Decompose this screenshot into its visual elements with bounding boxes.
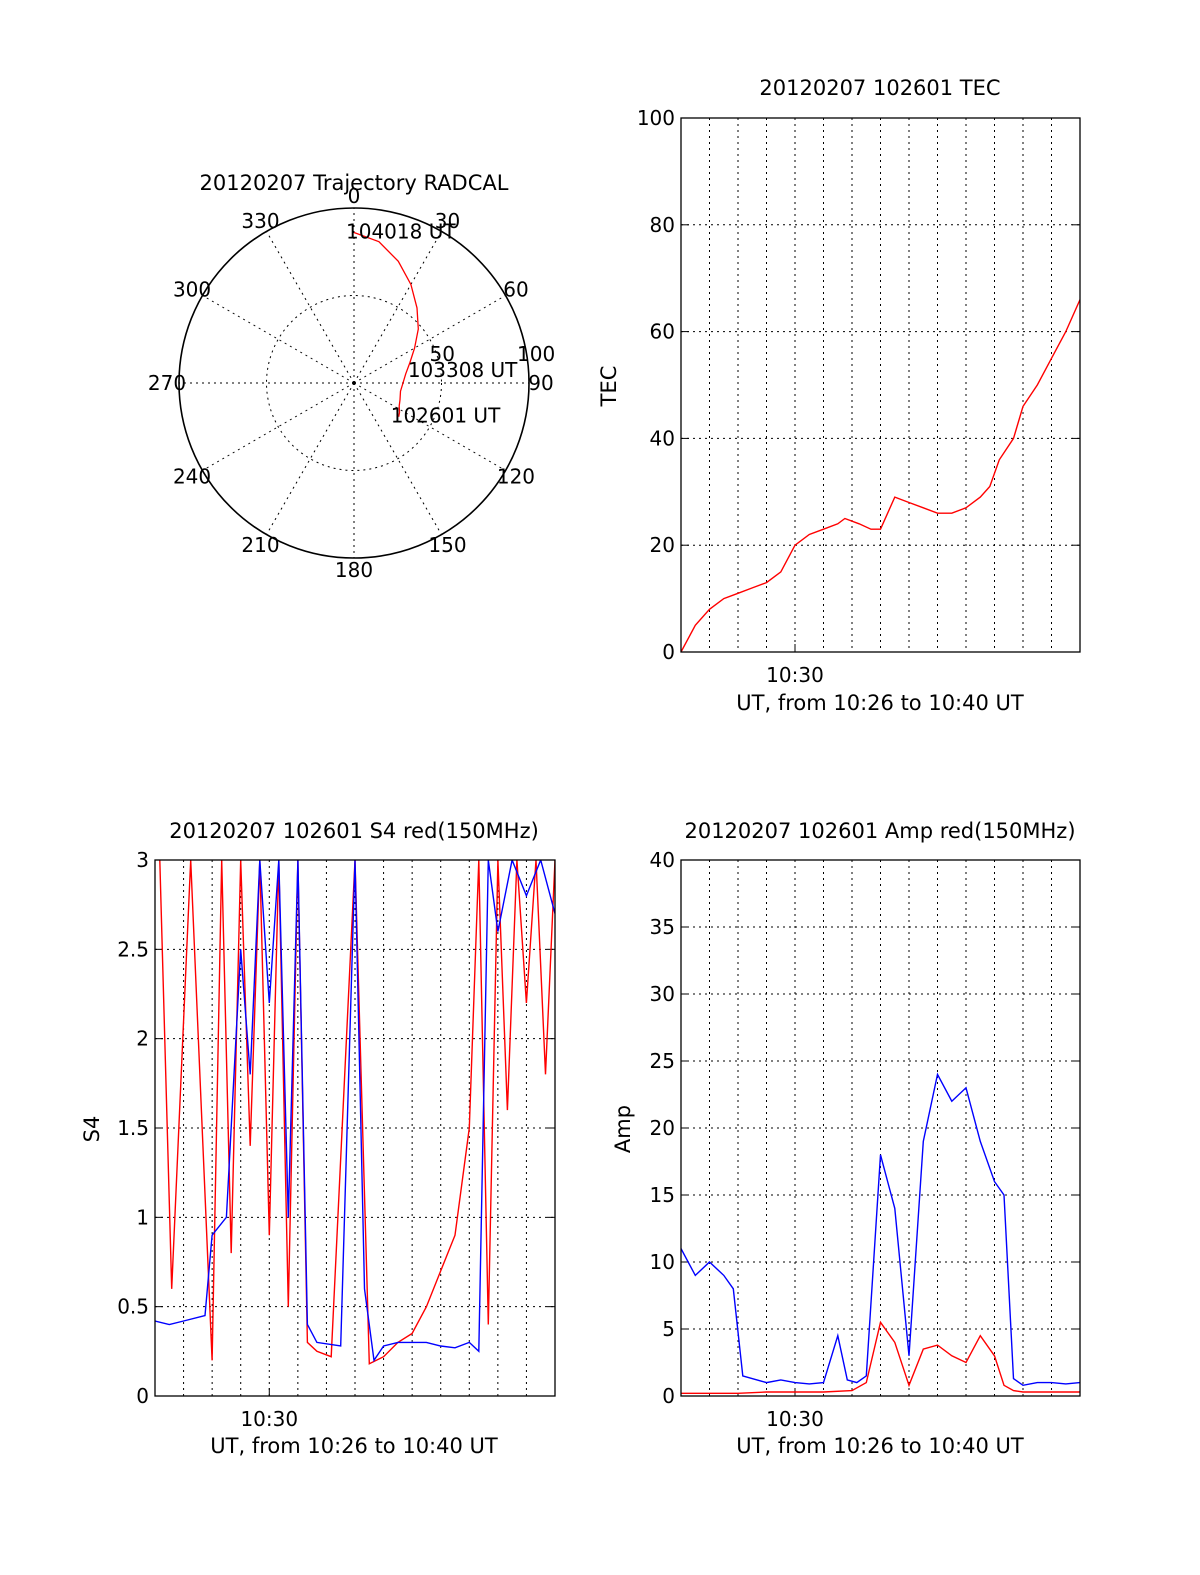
amp-ytick-label: 5 <box>662 1317 675 1341</box>
trajectory-line-red <box>353 231 419 417</box>
polar-spoke-210 <box>266 382 355 535</box>
s4-plot-frame <box>154 859 556 1397</box>
polar-angle-label-30: 30 <box>435 209 460 233</box>
polar-angle-label-330: 330 <box>241 209 279 233</box>
polar-angle-label-150: 150 <box>428 533 466 557</box>
amp-series-red <box>681 1320 1080 1394</box>
s4-ytick-label: 1 <box>136 1205 149 1229</box>
polar-angle-label-210: 210 <box>241 533 279 557</box>
polar-angle-label-270: 270 <box>148 371 186 395</box>
s4-ytick-label: 2 <box>136 1027 149 1051</box>
polar-spoke-120 <box>353 382 506 471</box>
amp-xtick-label: 10:30 <box>766 1407 824 1431</box>
polar-grid-circle <box>266 295 442 471</box>
s4-ytick-label: 0 <box>136 1384 149 1408</box>
s4-x-axis-label: UT, from 10:26 to 10:40 UT <box>210 1434 498 1458</box>
s4-series-blue <box>155 860 555 1363</box>
tec-series-group <box>681 299 1080 652</box>
polar-spoke-330 <box>266 231 355 384</box>
tec-y-axis-label: TEC <box>597 366 621 408</box>
trajectory-polar-plot: 20120207 Trajectory RADCAL 0 30 60 90 120 150… <box>148 171 555 582</box>
polar-angle-label-240: 240 <box>173 465 211 489</box>
tec-ytick-label: 20 <box>650 533 675 557</box>
tec-plot: 20120207 102601 TEC UT, from 10:26 to 10… <box>597 76 1081 715</box>
s4-ytick-label: 2.5 <box>117 937 149 961</box>
tec-title: 20120207 102601 TEC <box>759 76 1000 100</box>
polar-spoke-30 <box>353 231 442 384</box>
s4-title: 20120207 102601 S4 red(150MHz) <box>169 819 539 843</box>
tec-ytick-label: 0 <box>662 640 675 664</box>
trajectory-title: 20120207 Trajectory RADCAL <box>200 171 509 195</box>
amp-title: 20120207 102601 Amp red(150MHz) <box>684 819 1075 843</box>
polar-angle-label-60: 60 <box>503 278 528 302</box>
s4-y-axis-label: S4 <box>80 1116 104 1143</box>
tec-ytick-label: 60 <box>650 320 675 344</box>
polar-angle-label-0: 0 <box>348 184 361 208</box>
amp-series-group <box>681 1072 1080 1394</box>
polar-spoke-150 <box>353 382 442 535</box>
polar-radius-label-100: 100 <box>517 342 555 366</box>
s4-series-red <box>159 860 555 1365</box>
tec-ytick-label: 40 <box>650 426 675 450</box>
s4-ytick-label: 0.5 <box>117 1295 149 1319</box>
trajectory-annotation-2: 103308 UT <box>408 358 518 382</box>
polar-angle-label-90: 90 <box>528 371 553 395</box>
tec-series-red <box>681 299 1080 652</box>
amp-ytick-label: 20 <box>650 1116 675 1140</box>
polar-spoke-240 <box>202 382 355 471</box>
tec-ytick-label: 100 <box>637 106 675 130</box>
s4-ytick-label: 1.5 <box>117 1116 149 1140</box>
polar-angle-label-180: 180 <box>335 558 373 582</box>
amp-ytick-label: 15 <box>650 1183 675 1207</box>
tec-x-axis-label: UT, from 10:26 to 10:40 UT <box>736 691 1024 715</box>
amp-y-axis-label: Amp <box>611 1105 635 1153</box>
s4-series-group <box>155 860 555 1365</box>
amp-ytick-label: 40 <box>650 848 675 872</box>
amp-x-axis-label: UT, from 10:26 to 10:40 UT <box>736 1434 1024 1458</box>
tec-plot-frame <box>680 117 1081 653</box>
polar-angle-label-120: 120 <box>497 465 535 489</box>
s4-xtick-label: 10:30 <box>240 1407 298 1431</box>
polar-spoke-300 <box>202 295 355 384</box>
polar-radius-label-50: 50 <box>430 342 455 366</box>
amp-series-blue <box>681 1072 1080 1387</box>
s4-ytick-label: 3 <box>136 848 149 872</box>
amp-plot: 20120207 102601 Amp red(150MHz) UT, from… <box>611 819 1081 1458</box>
tec-ytick-label: 80 <box>650 213 675 237</box>
polar-spoke-60 <box>353 295 506 384</box>
amp-ytick-label: 30 <box>650 982 675 1006</box>
trajectory-annotation-1: 104018 UT <box>346 220 456 244</box>
tec-xtick-label: 10:30 <box>766 663 824 687</box>
amp-plot-frame <box>680 859 1081 1397</box>
amp-ytick-label: 0 <box>662 1384 675 1408</box>
amp-ytick-label: 25 <box>650 1049 675 1073</box>
s4-plot: 20120207 102601 S4 red(150MHz) UT, from … <box>80 819 556 1458</box>
trajectory-annotation-3: 102601 UT <box>391 404 501 428</box>
amp-ytick-label: 10 <box>650 1250 675 1274</box>
polar-angle-label-300: 300 <box>173 278 211 302</box>
amp-ytick-label: 35 <box>650 915 675 939</box>
